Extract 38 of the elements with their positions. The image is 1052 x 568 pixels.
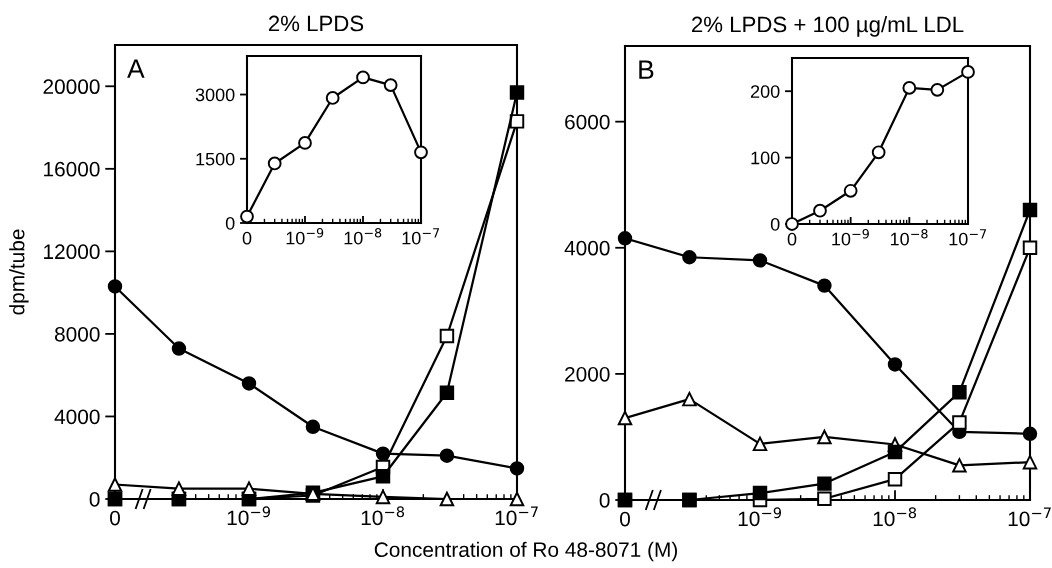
x-tick-label: 10$^{−8}$ xyxy=(361,506,405,526)
x-tick-label: 10$^{−9}$ xyxy=(738,507,782,527)
y-tick-label: 1500 xyxy=(196,152,235,166)
y-tick-label: 200 xyxy=(750,85,780,98)
x-tick-label: 0 xyxy=(242,231,252,245)
y-tick-label: 8000 xyxy=(54,326,100,342)
x-tick-label: 0 xyxy=(110,510,120,526)
x-axis-title: Concentration of Ro 48-8071 (M) xyxy=(374,541,677,562)
y-tick-label: 100 xyxy=(751,151,780,165)
chart-title: 2% LPDS + 100 µg/mL LDL xyxy=(692,16,964,37)
y-tick-label: 0 xyxy=(225,216,235,230)
x-tick-label: 10$^{−9}$ xyxy=(832,228,869,246)
x-tick-label: 0 xyxy=(787,232,797,246)
y-tick-label: 0 xyxy=(770,217,780,231)
x-tick-label: 10$^{−9}$ xyxy=(286,227,324,245)
y-tick-label: 12000 xyxy=(44,244,100,260)
y-tick-label: 3000 xyxy=(195,88,235,102)
y-tick-label: 4000 xyxy=(564,240,610,256)
x-tick-label: 10$^{−8}$ xyxy=(873,507,917,527)
x-tick-label: 10$^{−7}$ xyxy=(402,228,440,245)
annotation: B xyxy=(639,60,654,79)
y-axis-title: dpm/tube xyxy=(9,229,29,315)
y-tick-label: 0 xyxy=(599,493,610,508)
x-tick-label: 0 xyxy=(620,511,630,527)
y-tick-label: 20000 xyxy=(43,79,100,95)
y-tick-label: 0 xyxy=(89,492,100,507)
y-tick-label: 4000 xyxy=(54,409,100,425)
y-tick-label: 16000 xyxy=(44,161,100,177)
x-tick-label: 10$^{−8}$ xyxy=(344,227,382,245)
y-tick-label: 2000 xyxy=(565,366,610,382)
x-tick-label: 10$^{−8}$ xyxy=(890,228,928,246)
x-tick-label: 10$^{−7}$ xyxy=(1008,507,1051,527)
y-tick-label: 6000 xyxy=(565,114,610,130)
x-tick-label: 10$^{−9}$ xyxy=(227,506,271,526)
x-tick-label: 10$^{−7}$ xyxy=(495,506,538,526)
annotation: A xyxy=(127,59,145,78)
x-tick-label: 10$^{−7}$ xyxy=(949,229,987,246)
chart-title: 2% LPDS xyxy=(268,15,364,32)
